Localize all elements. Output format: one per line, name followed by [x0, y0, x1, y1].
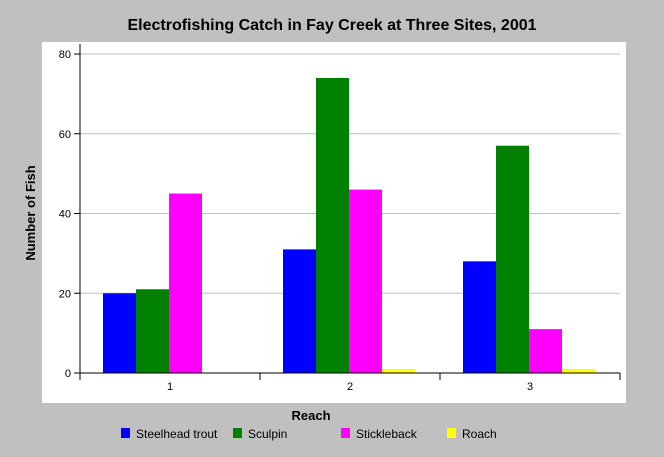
legend-label-roach: Roach: [462, 427, 497, 441]
bar-steelhead-trout-reach-2: [283, 249, 316, 373]
bar-sculpin-reach-2: [316, 77, 349, 374]
legend-swatch-sculpin: [233, 428, 242, 438]
bar-stickleback-reach-1: [169, 193, 202, 373]
chart-title: Electrofishing Catch in Fay Creek at Thr…: [127, 17, 536, 34]
y-tick-label-2: 40: [59, 209, 71, 221]
y-tick-label-3: 60: [59, 129, 71, 141]
legend-label-steelhead-trout: Steelhead trout: [136, 427, 218, 441]
legend-label-stickleback: Stickleback: [356, 427, 418, 441]
bar-sculpin-reach-3: [496, 145, 529, 373]
bars: [103, 77, 595, 374]
x-tick-label-3: 3: [527, 381, 533, 393]
y-tick-label-1: 20: [59, 288, 71, 300]
bar-steelhead-trout-reach-1: [103, 293, 136, 373]
x-tick-label-1: 1: [167, 381, 173, 393]
bar-stickleback-reach-3: [529, 329, 562, 373]
legend-label-sculpin: Sculpin: [248, 427, 287, 441]
legend: Steelhead trout Sculpin Stickleback Roach: [121, 427, 497, 441]
bar-roach-reach-2: [382, 369, 415, 373]
legend-swatch-roach: [447, 428, 456, 438]
bar-sculpin-reach-1: [136, 289, 169, 373]
x-axis-title: Reach: [291, 408, 330, 423]
bar-steelhead-trout-reach-3: [463, 261, 496, 373]
bar-roach-reach-3: [562, 369, 595, 373]
axes: 0 20 40 60 80 1 2 3: [59, 44, 621, 393]
bar-stickleback-reach-2: [349, 189, 382, 373]
y-tick-label-4: 80: [59, 49, 71, 61]
legend-swatch-steelhead-trout: [121, 428, 130, 438]
y-axis-title: Number of Fish: [23, 165, 38, 260]
y-tick-label-0: 0: [65, 368, 71, 380]
x-tick-label-2: 2: [347, 381, 353, 393]
legend-swatch-stickleback: [341, 428, 350, 438]
